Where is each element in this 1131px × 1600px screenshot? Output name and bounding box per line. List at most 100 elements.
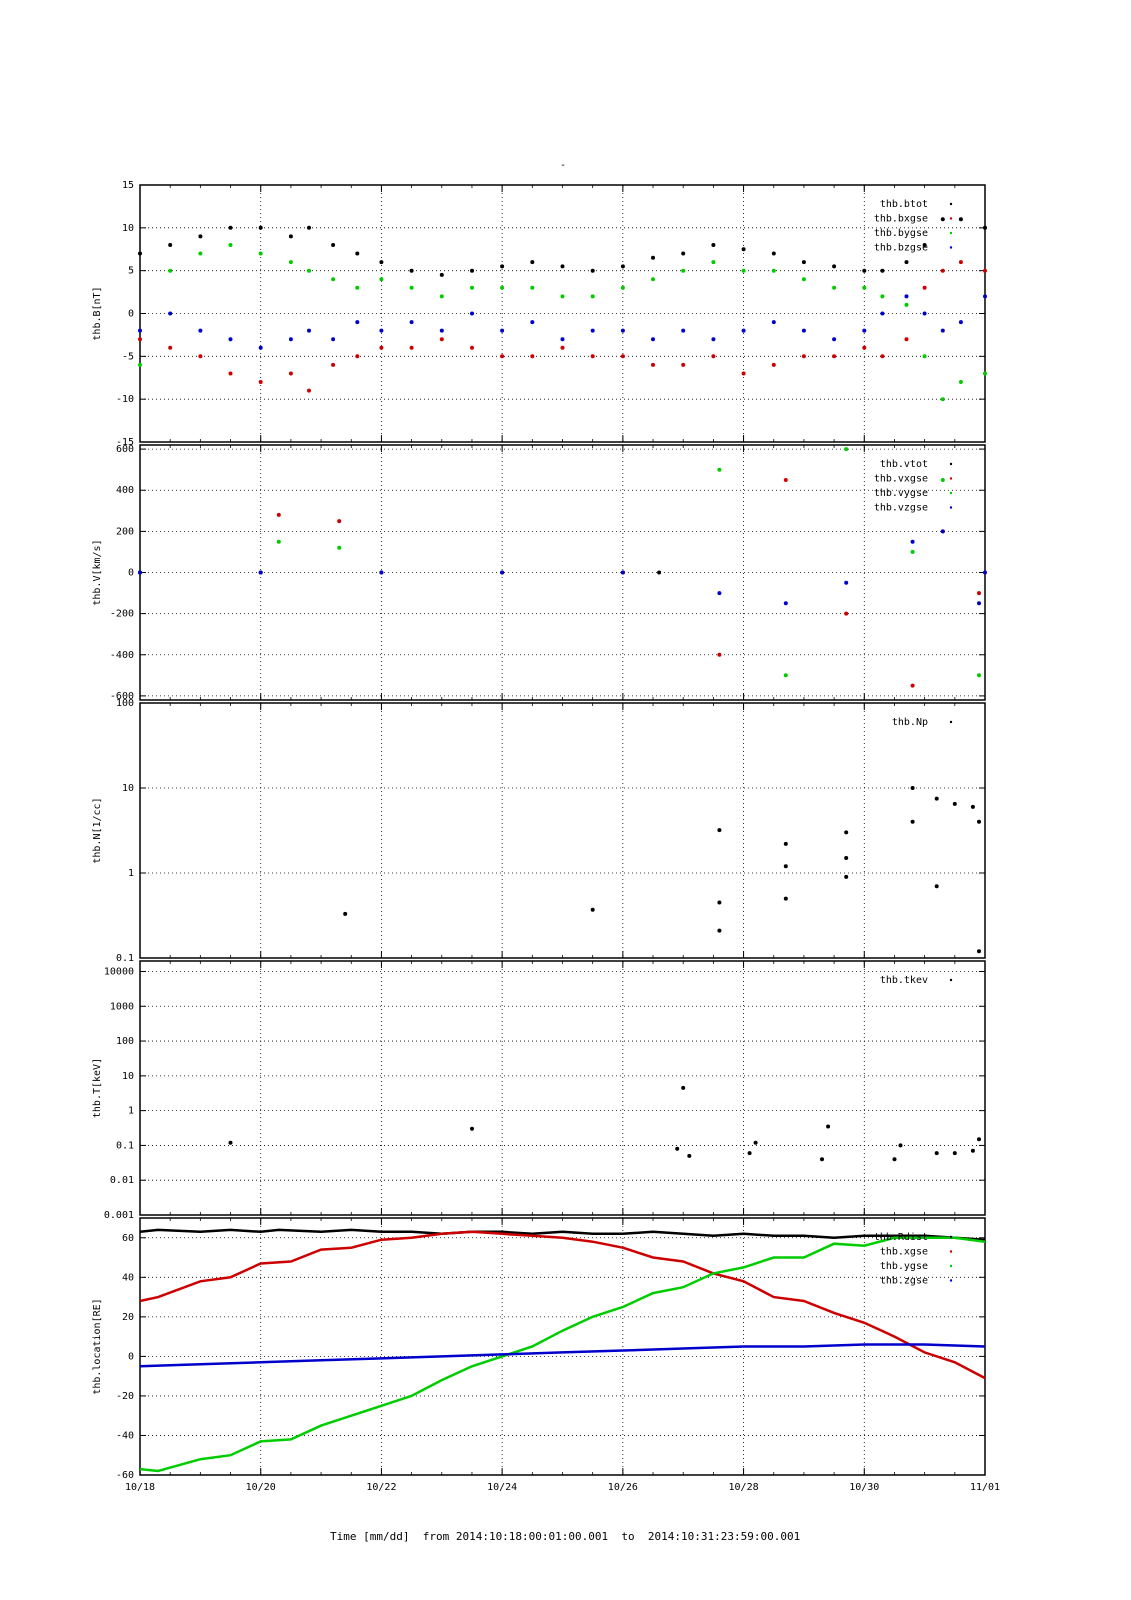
data-point [651, 362, 655, 367]
data-point [983, 268, 987, 273]
data-point [258, 380, 263, 384]
data-point [741, 268, 746, 273]
panel-frame [139, 444, 986, 701]
data-point [379, 570, 384, 575]
data-point [198, 328, 203, 333]
legend-label: thb.ygse [880, 1261, 928, 1272]
data-point [288, 234, 293, 239]
legend-label: thb.bygse [874, 228, 928, 239]
data-point [711, 243, 716, 247]
data-point [898, 1143, 903, 1148]
y-tick-label: -5 [122, 351, 134, 362]
data-point [560, 264, 565, 269]
data-point [880, 354, 885, 359]
data-point [801, 354, 806, 359]
data-point [439, 272, 444, 277]
data-point [880, 311, 885, 316]
data-point [717, 828, 722, 833]
y-tick-label: 0.001 [104, 1210, 134, 1221]
data-point [983, 371, 987, 376]
data-point [307, 328, 311, 333]
data-point [228, 371, 233, 376]
data-point [228, 337, 233, 342]
data-point [258, 570, 263, 575]
legend-marker [949, 246, 953, 249]
y-axis-label: thb.B[nT] [92, 286, 103, 340]
data-point [958, 260, 963, 265]
data-point [620, 570, 625, 575]
data-point [258, 225, 263, 230]
data-point [977, 591, 981, 596]
data-point [409, 320, 414, 325]
data-point [934, 1151, 939, 1156]
data-point [331, 243, 336, 247]
data-point [940, 478, 945, 482]
data-point [741, 328, 746, 333]
legend-label: thb.vygse [874, 488, 928, 499]
data-point [844, 611, 849, 616]
data-point [983, 225, 987, 230]
data-point [977, 1137, 981, 1142]
data-point [717, 652, 722, 657]
y-tick-label: -40 [116, 1430, 134, 1441]
data-point [500, 570, 505, 575]
data-point [530, 260, 535, 265]
data-point [288, 260, 293, 265]
y-tick-label: -10 [116, 394, 134, 405]
data-point [934, 796, 939, 801]
legend-label: thb.Rdist [874, 1232, 928, 1243]
data-point [717, 467, 722, 472]
data-point [783, 601, 788, 606]
series-line [139, 1343, 986, 1368]
data-point [832, 337, 837, 342]
y-axis-label: thb.N[1/cc] [92, 797, 103, 863]
data-point [922, 243, 927, 247]
data-point [904, 302, 909, 307]
data-point [862, 345, 867, 350]
data-point [500, 264, 505, 269]
data-point [977, 673, 981, 678]
legend-marker [949, 1264, 953, 1268]
series-line [139, 1236, 986, 1473]
data-point [409, 345, 414, 350]
data-point [228, 1140, 233, 1145]
legend-marker [949, 978, 953, 982]
data-point [753, 1140, 758, 1145]
y-tick-label: 20 [122, 1312, 134, 1323]
y-tick-label: 40 [122, 1272, 134, 1283]
data-point [681, 328, 686, 333]
data-point [620, 285, 625, 290]
data-point [711, 260, 716, 265]
data-point [620, 264, 625, 269]
data-point [983, 294, 987, 299]
data-point [258, 251, 263, 256]
y-tick-label: 10 [122, 1071, 134, 1082]
y-tick-label: -60 [116, 1470, 134, 1481]
x-axis-title: Time [mm/dd] from 2014:10:18:00:01:00.00… [330, 1530, 801, 1543]
data-point [910, 819, 915, 824]
data-point [801, 277, 806, 282]
x-tick-label: 10/18 [125, 1482, 155, 1493]
data-point [500, 285, 505, 290]
y-tick-label: 15 [122, 180, 134, 191]
data-point [922, 354, 927, 359]
data-point [952, 1151, 957, 1156]
x-tick-label: 10/26 [608, 1482, 638, 1493]
data-point [409, 285, 414, 290]
data-point [258, 345, 263, 350]
data-point [832, 354, 837, 359]
data-point [307, 268, 311, 273]
data-point [560, 345, 565, 350]
y-tick-label: 5 [128, 266, 134, 277]
data-point [958, 380, 963, 384]
x-tick-label: 10/20 [246, 1482, 276, 1493]
data-point [530, 320, 535, 325]
data-point [862, 328, 867, 333]
data-point [717, 928, 722, 933]
data-point [681, 268, 686, 273]
data-point [439, 328, 444, 333]
data-point [783, 673, 788, 678]
data-point [355, 251, 360, 256]
data-point [844, 447, 849, 452]
y-tick-label: 1000 [110, 1001, 134, 1012]
